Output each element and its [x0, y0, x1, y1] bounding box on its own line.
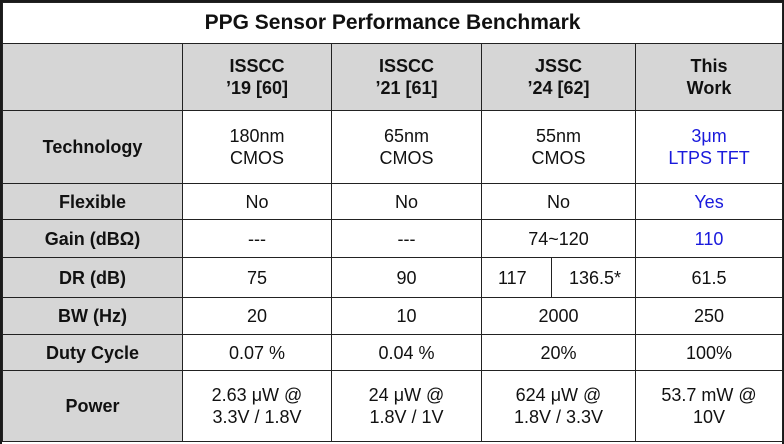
- table-cell: 20%: [481, 334, 636, 371]
- header-row: ISSCC ’19 [60] ISSCC ’21 [61] JSSC ’24 […: [2, 43, 784, 111]
- cell-line: CMOS: [379, 148, 434, 168]
- header-col-line: This: [690, 56, 728, 76]
- table-cell: 55nm CMOS: [481, 110, 636, 184]
- row-label: BW (Hz): [2, 297, 183, 335]
- cell-line: CMOS: [531, 148, 586, 168]
- table-cell: 24 μW @ 1.8V / 1V: [331, 370, 482, 442]
- cell-line: 55nm: [535, 126, 582, 146]
- cell-line: 3μm: [691, 126, 727, 146]
- table-row-duty-cycle: Duty Cycle 0.07 % 0.04 % 20% 100%: [2, 334, 784, 371]
- table-cell: 117: [481, 257, 552, 298]
- header-col-line: ’24 [62]: [527, 78, 590, 98]
- table-cell: ---: [331, 219, 482, 258]
- table-cell: 0.07 %: [182, 334, 332, 371]
- cell-line: 624 μW @: [515, 385, 602, 405]
- table-title: PPG Sensor Performance Benchmark: [1, 2, 784, 44]
- table-row-bw: BW (Hz) 20 10 2000 250: [2, 297, 784, 335]
- row-label: Technology: [2, 110, 183, 184]
- row-label: Power: [2, 370, 183, 442]
- table-cell: 2.63 μW @ 3.3V / 1.8V: [182, 370, 332, 442]
- table-cell: 0.04 %: [331, 334, 482, 371]
- header-col-issscc21: ISSCC ’21 [61]: [331, 43, 482, 111]
- row-label: Flexible: [2, 183, 183, 220]
- header-col-line: ISSCC: [378, 56, 434, 76]
- table-cell: 90: [331, 257, 482, 298]
- cell-line: 3.3V / 1.8V: [212, 407, 302, 427]
- header-col-line: ’21 [61]: [375, 78, 438, 98]
- row-label: Gain (dBΩ): [2, 219, 183, 258]
- table-cell-this-work: 61.5: [634, 257, 784, 298]
- header-col-issscc19: ISSCC ’19 [60]: [182, 43, 332, 111]
- cell-line: 65nm: [383, 126, 430, 146]
- cell-line: 10V: [693, 407, 726, 427]
- cell-line: 1.8V / 3.3V: [513, 407, 604, 427]
- table-cell-this-work: 110: [634, 219, 784, 258]
- title-row: PPG Sensor Performance Benchmark: [1, 2, 784, 44]
- header-corner-cell: [2, 43, 183, 111]
- header-col-jssc24: JSSC ’24 [62]: [481, 43, 636, 111]
- table-cell: 180nm CMOS: [182, 110, 332, 184]
- cell-line: 24 μW @: [368, 385, 445, 405]
- row-label: Duty Cycle: [2, 334, 183, 371]
- table-cell: 74~120: [481, 219, 636, 258]
- table-cell: No: [331, 183, 482, 220]
- cell-line: 53.7 mW @: [661, 385, 757, 405]
- table-cell: 624 μW @ 1.8V / 3.3V: [481, 370, 636, 442]
- header-col-line: ’19 [60]: [225, 78, 289, 98]
- header-col-line: JSSC: [534, 56, 583, 76]
- table-row-dr: DR (dB) 75 90 117 136.5* 61.5: [2, 257, 784, 298]
- table-cell: 65nm CMOS: [331, 110, 482, 184]
- table-cell-this-work: 3μm LTPS TFT: [634, 110, 784, 184]
- table-cell-this-work: 53.7 mW @ 10V: [634, 370, 784, 442]
- table-cell: 136.5*: [551, 257, 636, 298]
- table-row-gain: Gain (dBΩ) --- --- 74~120 110: [2, 219, 784, 258]
- table-cell-this-work: Yes: [634, 183, 784, 220]
- cell-line: 2.63 μW @: [211, 385, 303, 405]
- header-col-this-work: This Work: [634, 43, 784, 111]
- cell-line: 1.8V / 1V: [369, 407, 444, 427]
- table-cell-this-work: 100%: [634, 334, 784, 371]
- table-cell: 20: [182, 297, 332, 335]
- cell-line: LTPS TFT: [668, 148, 750, 168]
- table-row-power: Power 2.63 μW @ 3.3V / 1.8V 24 μW @ 1.8V…: [2, 370, 784, 442]
- cell-line: 180nm: [229, 126, 285, 146]
- table-cell: 2000: [481, 297, 636, 335]
- cell-line: CMOS: [230, 148, 284, 168]
- table-row-technology: Technology 180nm CMOS 65nm CMOS 55nm CMO…: [2, 110, 784, 184]
- row-label: DR (dB): [2, 257, 183, 298]
- table-cell: ---: [182, 219, 332, 258]
- table-cell: 75: [182, 257, 332, 298]
- table-cell: No: [182, 183, 332, 220]
- table-cell-this-work: 250: [634, 297, 784, 335]
- header-col-line: ISSCC: [229, 56, 285, 76]
- table-row-flexible: Flexible No No No Yes: [2, 183, 784, 220]
- table-cell: 10: [331, 297, 482, 335]
- table-cell: No: [481, 183, 636, 220]
- header-col-line: Work: [686, 78, 732, 98]
